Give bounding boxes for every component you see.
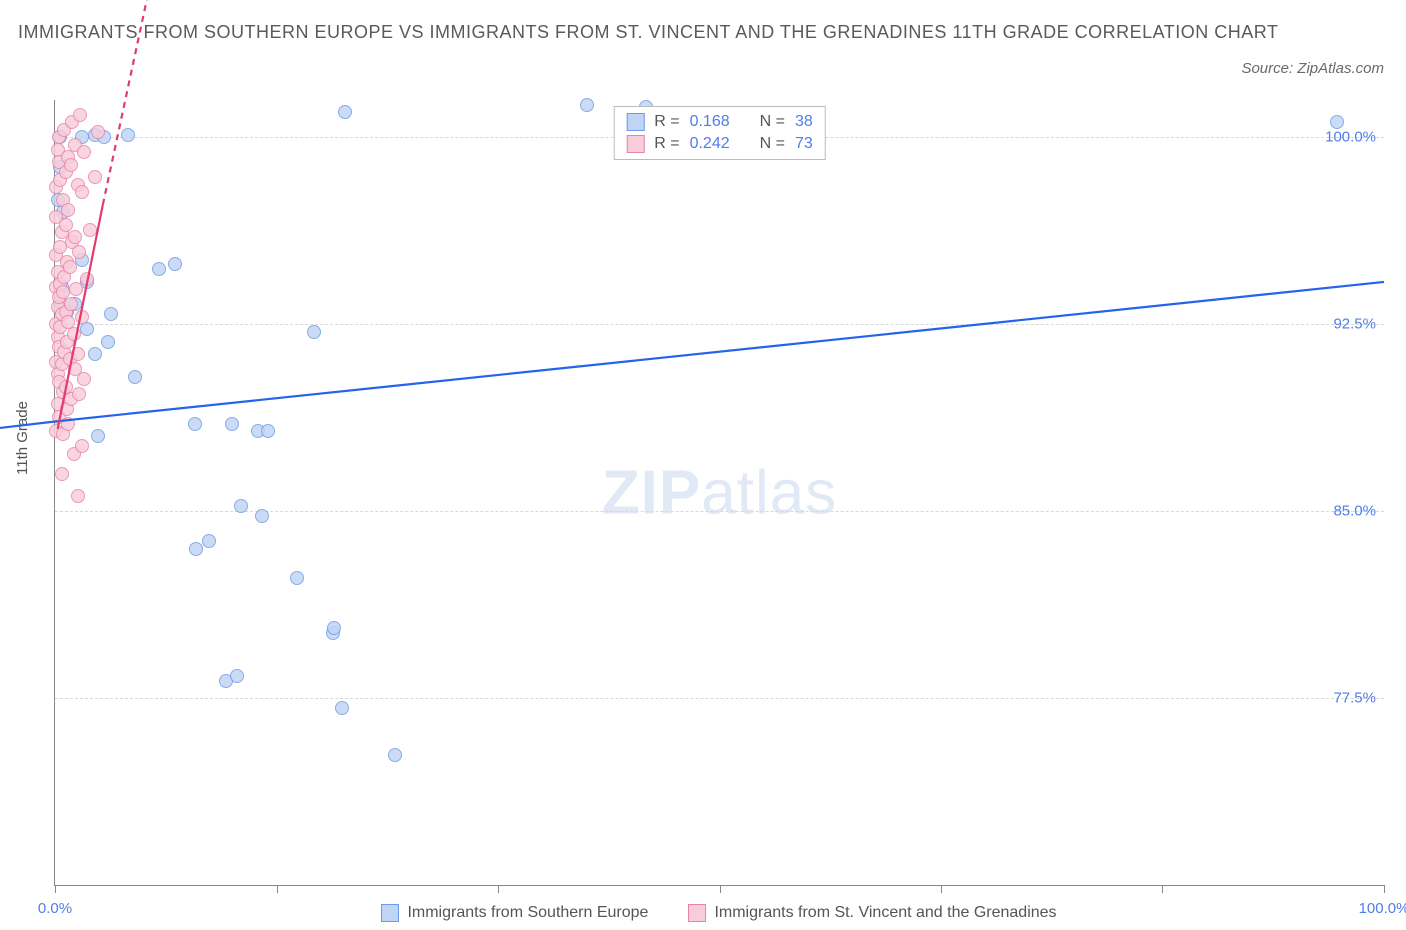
- x-tick: [1162, 885, 1163, 893]
- r-label: R =: [654, 135, 679, 153]
- legend-item: Immigrants from St. Vincent and the Gren…: [688, 904, 1056, 922]
- correlation-stats-box: R = 0.168 N = 38 R = 0.242 N = 73: [613, 106, 826, 160]
- series-swatch: [626, 135, 644, 153]
- legend-label: Immigrants from St. Vincent and the Gren…: [714, 904, 1056, 922]
- legend-item: Immigrants from Southern Europe: [381, 904, 648, 922]
- r-value: 0.242: [690, 135, 730, 153]
- y-axis-label: 11th Grade: [14, 401, 31, 475]
- x-tick: [277, 885, 278, 893]
- stats-row: R = 0.168 N = 38: [626, 111, 813, 133]
- n-label: N =: [760, 135, 785, 153]
- x-tick: [1384, 885, 1385, 893]
- n-value: 38: [795, 113, 813, 131]
- x-tick: [720, 885, 721, 893]
- trend-lines-layer: [55, 100, 1384, 885]
- r-value: 0.168: [690, 113, 730, 131]
- x-tick: [55, 885, 56, 893]
- n-value: 73: [795, 135, 813, 153]
- series-swatch: [626, 113, 644, 131]
- legend-swatch: [688, 904, 706, 922]
- bottom-legend: Immigrants from Southern Europe Immigrant…: [54, 904, 1384, 922]
- legend-label: Immigrants from Southern Europe: [407, 904, 648, 922]
- source-label: Source: ZipAtlas.com: [1241, 60, 1384, 77]
- trend-line: [55, 282, 1384, 422]
- trend-line: [58, 205, 103, 429]
- stats-row: R = 0.242 N = 73: [626, 133, 813, 155]
- x-tick: [498, 885, 499, 893]
- chart-plot-area: ZIPatlas R =0.168N =38R =0.242N =73 77.5…: [54, 100, 1384, 886]
- chart-title: IMMIGRANTS FROM SOUTHERN EUROPE VS IMMIG…: [18, 18, 1388, 47]
- n-label: N =: [760, 113, 785, 131]
- r-label: R =: [654, 113, 679, 131]
- x-tick: [941, 885, 942, 893]
- legend-swatch: [381, 904, 399, 922]
